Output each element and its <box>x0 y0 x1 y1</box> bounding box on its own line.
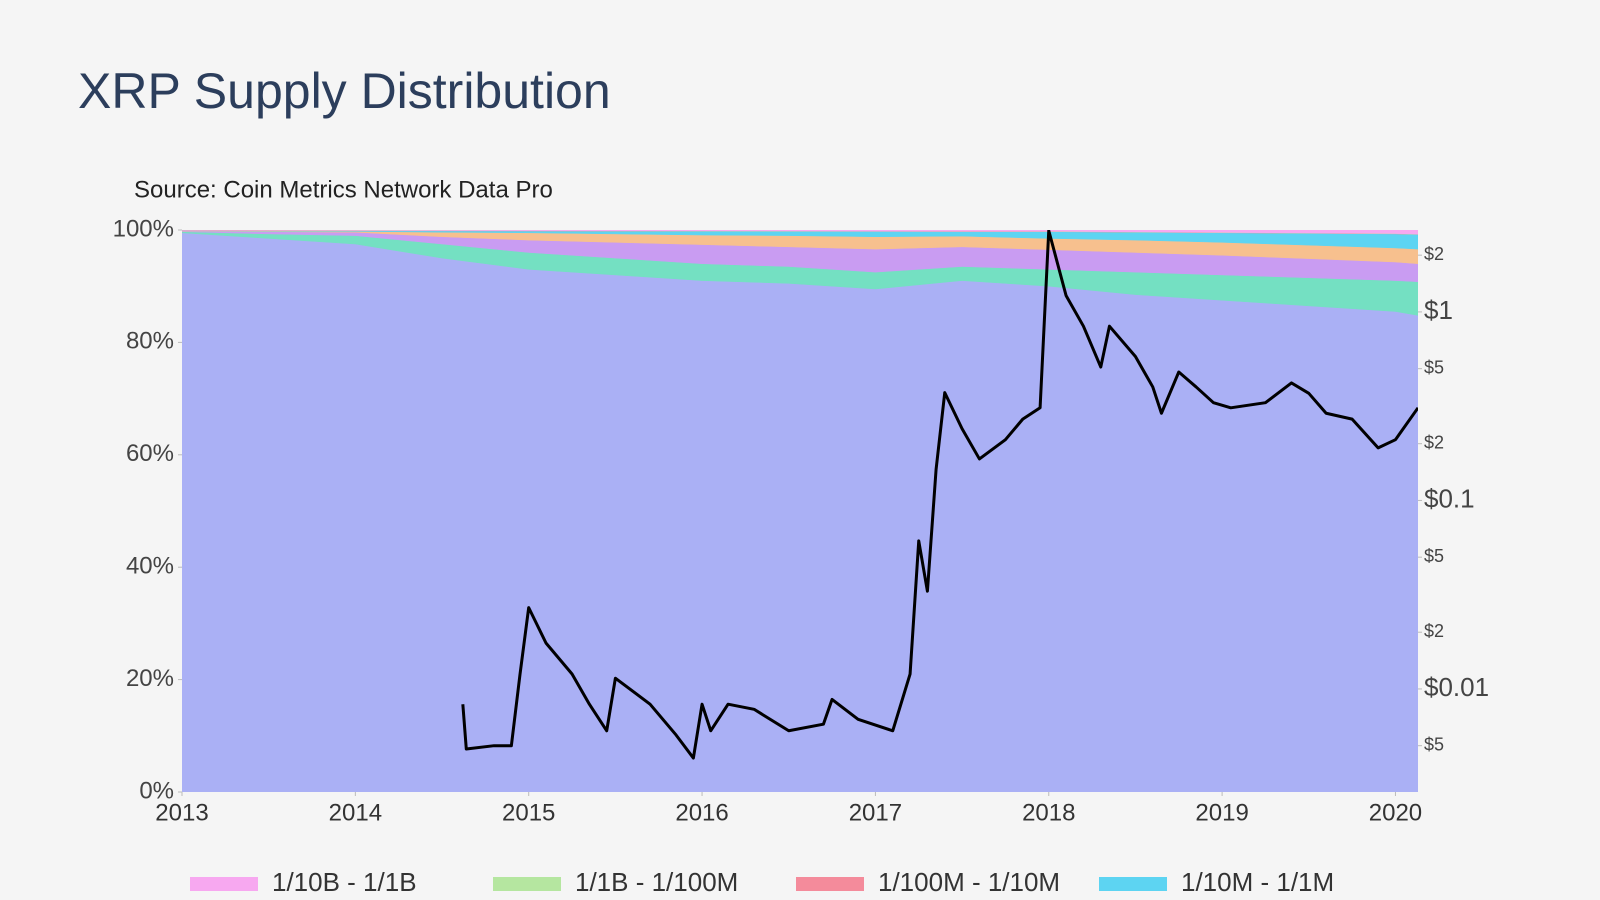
legend-label: 1/10B - 1/1B <box>272 867 417 897</box>
x-tick-label: 2019 <box>1195 799 1248 826</box>
y-tick-label: 80% <box>126 328 174 355</box>
y2-tick-label: $2 <box>1424 244 1444 264</box>
y2-tick-label: $5 <box>1424 546 1444 566</box>
x-tick-label: 2016 <box>675 799 728 826</box>
legend-swatch <box>190 877 258 891</box>
y-tick-label: 20% <box>126 665 174 692</box>
y2-tick-label: $0.1 <box>1424 483 1475 513</box>
y-tick-label: 100% <box>113 215 174 242</box>
chart-subtitle: Source: Coin Metrics Network Data Pro <box>134 176 553 203</box>
price-line <box>461 230 1418 760</box>
legend-swatch <box>493 877 561 891</box>
y2-tick-label: $5 <box>1424 357 1444 377</box>
y2-tick-label: $2 <box>1424 432 1444 452</box>
area-band <box>182 230 1418 235</box>
legend-label: 1/100M - 1/10M <box>878 867 1060 897</box>
y-tick-label: 0% <box>139 777 174 804</box>
legend-label: 1/1B - 1/100M <box>575 867 738 897</box>
area-band <box>182 232 1418 792</box>
legend-label: 1/10M - 1/1M <box>1181 867 1334 897</box>
x-tick-label: 2014 <box>329 799 382 826</box>
plot-area <box>182 230 1418 792</box>
x-tick-label: 2015 <box>502 799 555 826</box>
y-tick-label: 40% <box>126 553 174 580</box>
y2-tick-label: $5 <box>1424 734 1444 754</box>
x-tick-label: 2013 <box>155 799 208 826</box>
x-tick-label: 2017 <box>849 799 902 826</box>
legend-swatch <box>1099 877 1167 891</box>
y-tick-label: 60% <box>126 440 174 467</box>
y2-tick-label: $0.01 <box>1424 672 1489 702</box>
x-tick-label: 2020 <box>1369 799 1422 826</box>
y2-tick-label: $1 <box>1424 295 1453 325</box>
x-tick-label: 2018 <box>1022 799 1075 826</box>
legend-swatch <box>796 877 864 891</box>
y2-tick-label: $2 <box>1424 621 1444 641</box>
chart-title: XRP Supply Distribution <box>78 63 611 119</box>
